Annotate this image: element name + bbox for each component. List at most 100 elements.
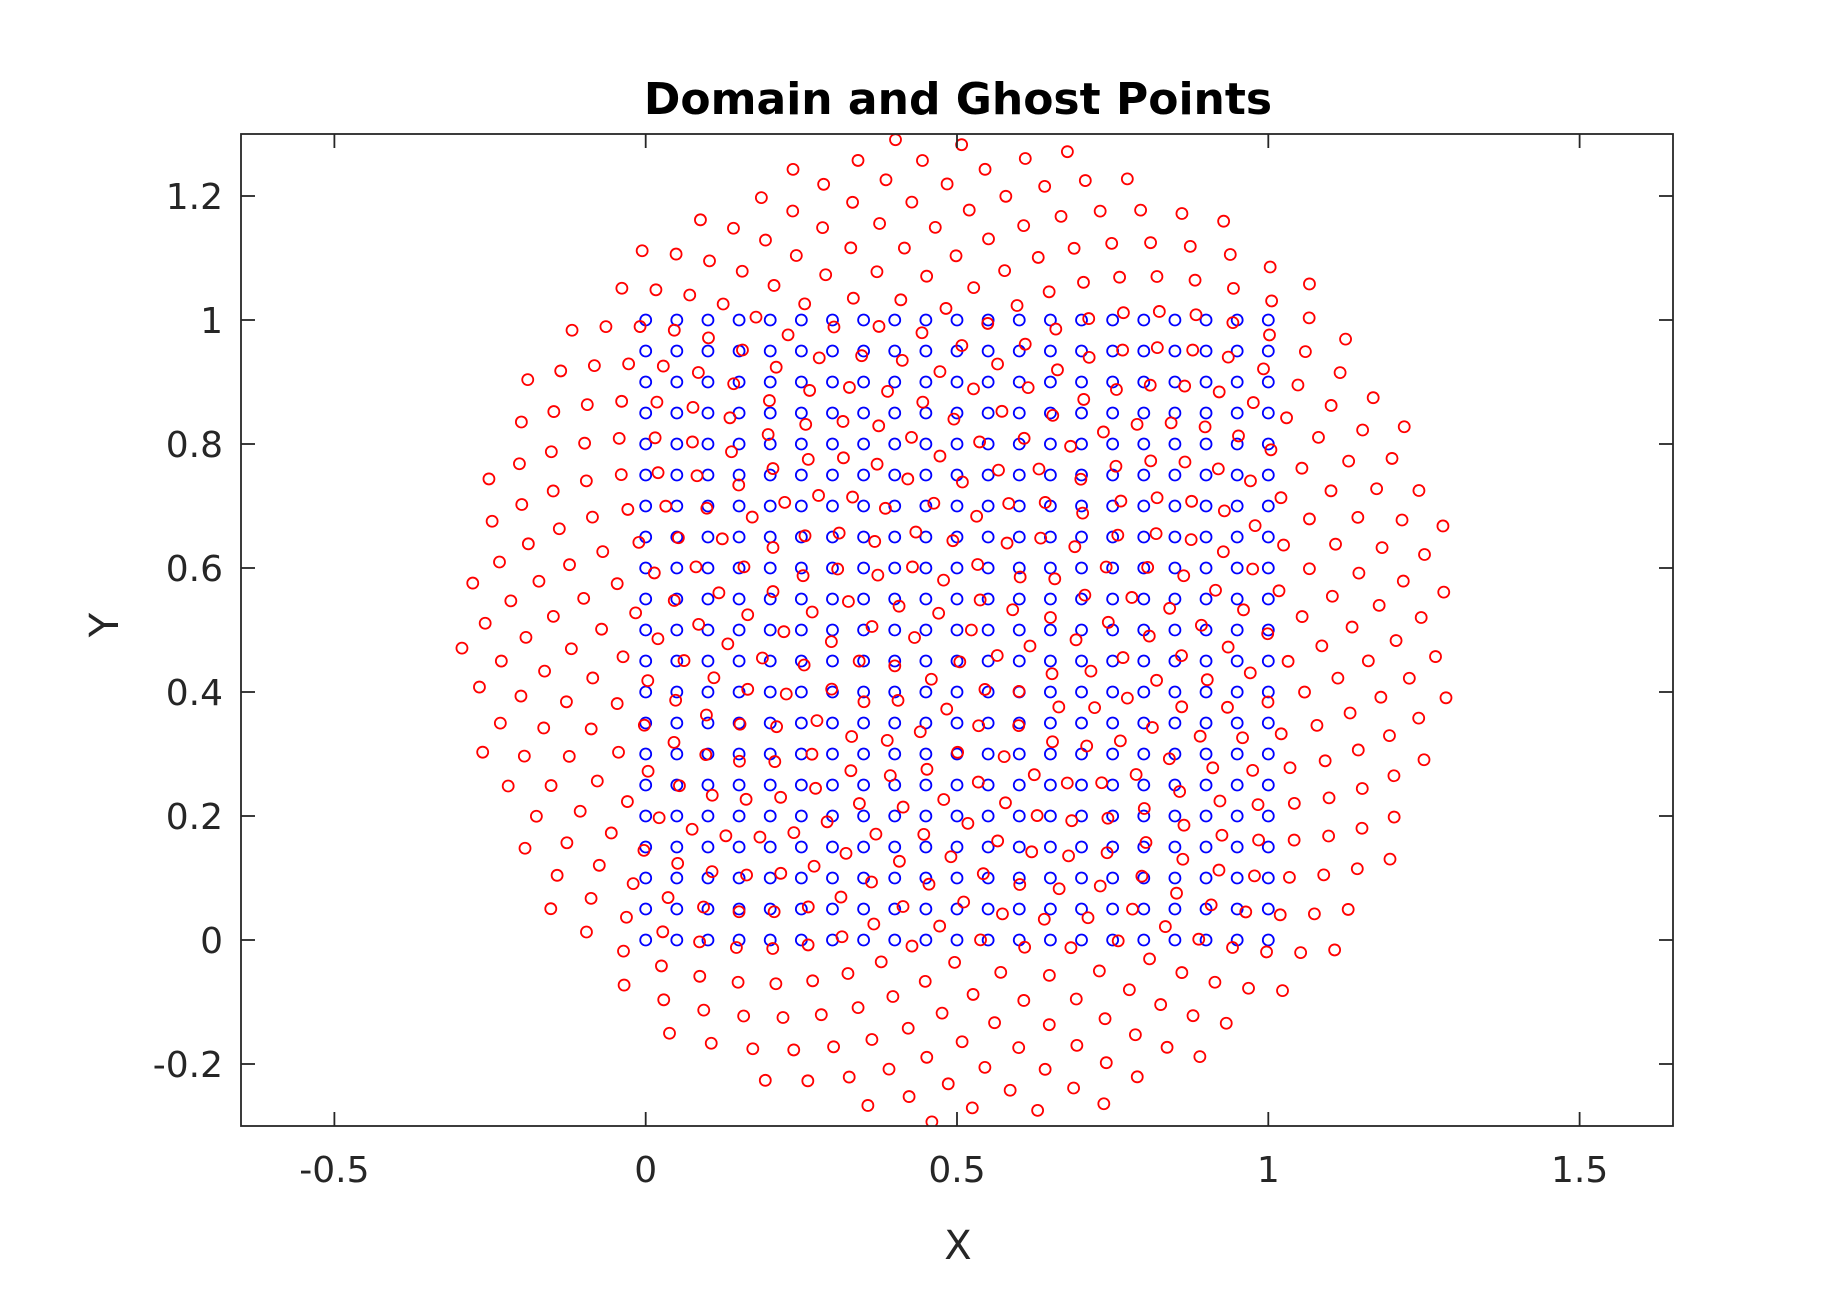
ghost-point bbox=[1374, 690, 1388, 704]
ghost-point bbox=[786, 162, 800, 176]
ghost-point bbox=[577, 591, 591, 605]
ghost-point bbox=[741, 682, 755, 696]
ghost-point bbox=[578, 436, 592, 450]
domain-point bbox=[732, 871, 746, 885]
ghost-point bbox=[737, 1009, 751, 1023]
domain-point bbox=[1106, 654, 1120, 668]
ghost-point bbox=[758, 1073, 772, 1087]
ghost-point bbox=[1064, 941, 1078, 955]
domain-point bbox=[857, 561, 871, 575]
ghost-point bbox=[1193, 729, 1207, 743]
domain-point bbox=[670, 437, 684, 451]
ghost-point bbox=[1298, 685, 1311, 699]
ghost-point bbox=[1070, 1038, 1084, 1052]
domain-point bbox=[1043, 468, 1057, 482]
domain-point bbox=[1199, 313, 1213, 327]
ghost-point bbox=[753, 830, 767, 844]
ghost-point bbox=[1054, 209, 1068, 223]
ghost-point bbox=[1417, 753, 1431, 767]
ghost-point bbox=[494, 654, 508, 668]
ghost-point bbox=[842, 1070, 856, 1084]
ghost-point bbox=[560, 695, 573, 709]
domain-point bbox=[701, 685, 715, 699]
ghost-point bbox=[737, 560, 751, 574]
ghost-point bbox=[1065, 814, 1079, 828]
ghost-point bbox=[1126, 902, 1139, 916]
ghost-point bbox=[632, 535, 646, 549]
y-tick-label: 0.4 bbox=[166, 673, 223, 714]
ghost-point bbox=[649, 283, 663, 297]
ghost-point bbox=[1074, 472, 1088, 486]
ghost-point bbox=[1012, 1041, 1026, 1054]
domain-point bbox=[1075, 654, 1088, 668]
domain-point bbox=[1199, 437, 1213, 451]
domain-point bbox=[1230, 344, 1244, 358]
domain-point bbox=[1261, 747, 1275, 761]
domain-point bbox=[1199, 592, 1213, 606]
ghost-point bbox=[733, 717, 747, 731]
domain-point bbox=[639, 778, 653, 792]
ghost-point bbox=[844, 764, 858, 778]
ghost-point bbox=[1129, 768, 1143, 781]
domain-point bbox=[1043, 747, 1057, 761]
domain-point bbox=[1261, 716, 1275, 730]
ghost-point bbox=[1010, 299, 1024, 312]
ghost-point bbox=[1402, 671, 1416, 685]
domain-point bbox=[888, 468, 902, 482]
domain-point bbox=[1168, 592, 1182, 606]
ghost-point bbox=[515, 498, 529, 511]
ghost-point bbox=[1027, 768, 1041, 782]
ghost-point bbox=[868, 535, 882, 548]
domain-point bbox=[1230, 716, 1244, 730]
domain-point bbox=[763, 778, 777, 792]
domain-point bbox=[794, 840, 808, 854]
ghost-point bbox=[538, 664, 551, 678]
domain-point bbox=[826, 716, 839, 730]
ghost-point bbox=[842, 595, 855, 608]
ghost-point bbox=[731, 975, 745, 989]
ghost-point bbox=[1236, 731, 1249, 745]
ghost-point bbox=[1219, 1016, 1233, 1030]
ghost-point bbox=[564, 642, 578, 656]
ghost-point bbox=[1030, 809, 1044, 822]
ghost-point bbox=[1122, 983, 1136, 997]
ghost-point bbox=[991, 357, 1004, 371]
ghost-point bbox=[819, 268, 833, 282]
domain-point bbox=[857, 933, 871, 947]
ghost-point bbox=[1246, 763, 1260, 777]
domain-point bbox=[794, 499, 808, 513]
x-tick-label: 0 bbox=[634, 1150, 657, 1191]
ghost-point bbox=[951, 745, 964, 759]
domain-point bbox=[950, 406, 964, 420]
ghost-point bbox=[814, 1008, 828, 1022]
ghost-point bbox=[1067, 241, 1081, 255]
domain-point bbox=[794, 437, 808, 451]
domain-point bbox=[1075, 375, 1088, 389]
ghost-point bbox=[1076, 506, 1090, 520]
domain-point bbox=[1168, 871, 1182, 885]
ghost-point bbox=[1175, 207, 1189, 220]
ghost-point bbox=[651, 466, 665, 480]
domain-point bbox=[888, 871, 902, 885]
domain-point bbox=[981, 437, 995, 451]
domain-point bbox=[701, 778, 715, 792]
domain-point bbox=[1199, 685, 1213, 699]
ghost-point bbox=[1042, 285, 1056, 299]
domain-point bbox=[857, 530, 871, 544]
ghost-point bbox=[518, 841, 532, 855]
ghost-point bbox=[1317, 868, 1331, 882]
domain-point bbox=[701, 592, 715, 606]
ghost-point bbox=[953, 655, 967, 669]
ghost-point bbox=[762, 394, 776, 407]
ghost-point bbox=[1143, 378, 1157, 392]
domain-point bbox=[701, 437, 715, 451]
ghost-point bbox=[816, 221, 829, 235]
domain-point bbox=[826, 468, 839, 482]
domain-point bbox=[1261, 933, 1275, 947]
domain-point bbox=[950, 716, 964, 730]
domain-point bbox=[1137, 747, 1151, 761]
ghost-point bbox=[529, 809, 543, 823]
ghost-point bbox=[635, 244, 649, 258]
ghost-point bbox=[1342, 454, 1356, 468]
ghost-point bbox=[1291, 378, 1305, 392]
